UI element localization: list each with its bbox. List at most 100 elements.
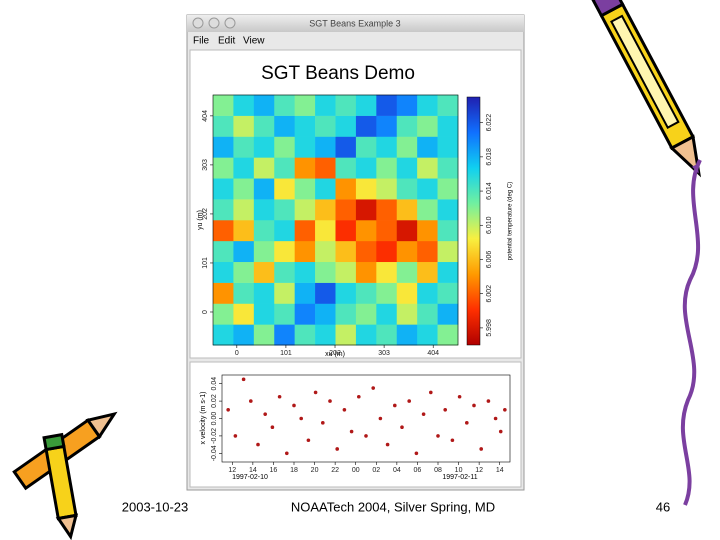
scatter-point	[493, 416, 498, 421]
colorbar-tick-label: 6.014	[486, 182, 493, 200]
scatter-point	[342, 408, 347, 412]
heatmap-cell	[315, 220, 336, 242]
heatmap-cell	[213, 303, 234, 325]
heatmap-cell	[417, 282, 438, 304]
heatmap-cell	[294, 94, 316, 116]
scatter-point	[498, 429, 503, 434]
menu-item[interactable]: Edit	[218, 36, 235, 47]
heatmap-cell	[376, 178, 398, 200]
heatmap-cell	[294, 282, 316, 304]
colorbar	[466, 96, 481, 346]
heatmap-cell	[213, 136, 234, 158]
scatter-point	[249, 399, 253, 403]
heatmap-cell	[213, 178, 234, 200]
heatmap-cell	[396, 240, 418, 263]
heatmap-cell	[396, 157, 418, 179]
heatmap-cell	[396, 282, 418, 304]
x-tick-label: 0	[235, 350, 239, 357]
heatmap-cell	[355, 115, 377, 137]
heatmap-cell	[213, 115, 234, 137]
x-tick-label: 20	[311, 467, 319, 474]
heatmap-cell	[315, 303, 336, 325]
heatmap-cell	[417, 199, 438, 221]
scatter-point	[429, 390, 433, 395]
heatmap-cell	[417, 94, 438, 116]
heatmap-cell	[335, 324, 357, 346]
heatmap-cell	[437, 136, 459, 158]
heatmap-cell	[233, 324, 255, 346]
heatmap-cell	[253, 94, 275, 116]
heatmap-cell	[355, 220, 377, 242]
footer-date: 2003-10-23	[122, 499, 189, 514]
heatmap-cell	[437, 261, 459, 283]
scatter-point	[328, 399, 332, 403]
heatmap-cell	[274, 240, 295, 263]
x-tick-label: 404	[427, 350, 439, 357]
scatter-point	[335, 447, 340, 451]
x-tick-label: 06	[414, 467, 422, 474]
scatter-point	[436, 434, 440, 438]
y-tick-label: 0.02	[211, 394, 218, 408]
heatmap-cell	[335, 178, 357, 200]
heatmap-cell	[355, 157, 377, 179]
heatmap-cell	[396, 261, 418, 283]
heatmap-cell	[253, 115, 275, 137]
heatmap-cell	[355, 136, 377, 158]
heatmap-cell	[335, 115, 357, 137]
scatter-point	[233, 434, 238, 438]
colorbar-tick-label: 5.998	[486, 319, 493, 337]
heatmap-cell	[274, 324, 295, 346]
heatmap-cell	[233, 94, 255, 116]
plot-frame	[212, 94, 459, 346]
heatmap-cell	[253, 220, 275, 242]
scatter-point	[503, 408, 507, 412]
heatmap-cell	[437, 324, 459, 346]
heatmap-cell	[437, 282, 459, 304]
x-tick-label: 00	[352, 467, 360, 474]
heatmap-cell	[294, 136, 316, 158]
scatter-point	[357, 394, 361, 399]
x-tick-label: 16	[270, 467, 278, 474]
menu-item[interactable]: File	[193, 36, 210, 47]
heatmap-cell	[355, 324, 377, 346]
heatmap-cell	[376, 94, 398, 116]
heatmap-cell	[437, 157, 459, 179]
heatmap-cell	[213, 220, 234, 242]
heatmap-cell	[396, 303, 418, 325]
heatmap-cell	[355, 240, 377, 263]
heatmap-cell	[274, 282, 295, 304]
heatmap-cell	[437, 178, 459, 200]
heatmap-cell	[233, 178, 255, 200]
heatmap-cell	[233, 115, 255, 137]
scatter-point	[465, 421, 469, 425]
heatmap-cell	[417, 220, 438, 242]
x-tick-label: 14	[249, 467, 257, 474]
heatmap-cell	[355, 199, 377, 221]
colorbar-tick-label: 6.010	[486, 216, 493, 234]
heatmap-cell	[253, 157, 275, 179]
y-tick-label: 404	[202, 110, 209, 122]
scatter-point	[349, 429, 354, 434]
close-button[interactable]	[192, 17, 204, 29]
colorbar-label: potential temperature (deg C)	[508, 182, 514, 260]
y-tick-label: -0.04	[211, 445, 218, 461]
scatter-point	[299, 416, 304, 421]
x-tick-label: 12	[228, 467, 236, 474]
heatmap-cell	[355, 178, 377, 200]
minimize-button[interactable]	[208, 17, 220, 29]
scatter-point	[241, 377, 246, 382]
menu-item[interactable]: View	[243, 36, 265, 47]
heatmap-cell	[335, 136, 357, 158]
heatmap-cell	[417, 240, 438, 263]
heatmap-cell	[417, 157, 438, 179]
heatmap-cell	[253, 282, 275, 304]
scatter-point	[364, 434, 368, 438]
x-tick-label: 202	[329, 350, 341, 357]
heatmap-cell	[355, 282, 377, 304]
heatmap-cell	[213, 199, 234, 221]
zoom-button[interactable]	[224, 17, 236, 29]
heatmap-cell	[335, 261, 357, 283]
heatmap-cell	[315, 240, 336, 263]
heatmap-cell	[253, 240, 275, 263]
